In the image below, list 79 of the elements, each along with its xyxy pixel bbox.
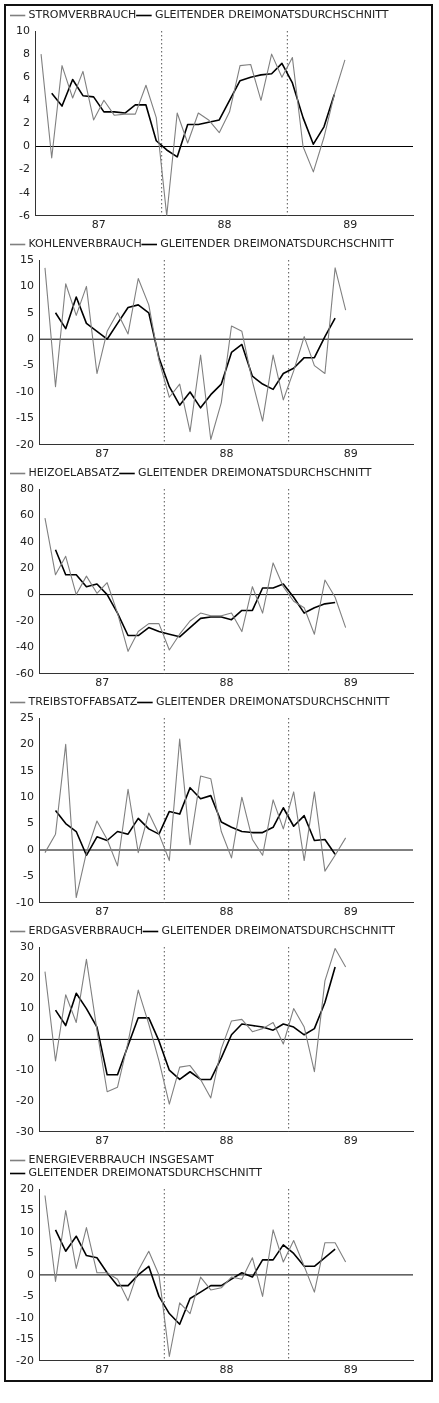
y-tick-label: 20 — [19, 970, 34, 984]
y-tick-label: -10 — [16, 1310, 34, 1324]
y-tick-label: 4 — [23, 93, 30, 107]
y-tick-label: 10 — [19, 1224, 34, 1238]
y-tick-label: -10 — [16, 1063, 34, 1077]
x-tick-label: 87 — [95, 905, 110, 919]
y-tick-label: 0 — [26, 842, 34, 856]
y-tick-label: 60 — [19, 508, 34, 522]
x-tick-label: 87 — [95, 1134, 110, 1148]
y-tick-label: -5 — [23, 358, 34, 372]
y-tick-label: -2 — [19, 162, 30, 176]
y-tick-label: -15 — [16, 411, 34, 425]
y-tick-label: 8 — [23, 46, 30, 60]
y-tick-label: 15 — [19, 1203, 34, 1217]
legend-label: TREIBSTOFFABSATZ — [27, 695, 138, 709]
y-tick-label: 15 — [19, 763, 34, 777]
x-tick-label: 87 — [95, 447, 110, 461]
y-tick-label: 0 — [26, 1267, 34, 1281]
y-tick-label: -6 — [19, 208, 30, 222]
y-tick-label: -5 — [23, 869, 34, 883]
y-tick-label: 15 — [19, 252, 34, 266]
legend-label: ERDGASVERBRAUCH — [28, 924, 143, 938]
x-tick-label: 89 — [343, 447, 358, 461]
y-tick-label: -60 — [16, 666, 34, 680]
y-tick-label: 40 — [19, 534, 34, 548]
legend-label: HEIZOELABSATZ — [28, 466, 120, 480]
x-tick-label: 89 — [343, 905, 358, 919]
x-tick-label: 89 — [343, 676, 358, 690]
x-tick-label: 88 — [219, 905, 234, 919]
y-tick-label: -10 — [16, 384, 34, 398]
legend-label: ENERGIEVERBRAUCH INSGESAMT — [28, 1153, 215, 1167]
y-tick-label: -4 — [19, 185, 30, 199]
y-tick-label: -10 — [16, 895, 34, 909]
y-tick-label: -20 — [16, 613, 34, 627]
x-tick-label: 89 — [343, 218, 358, 232]
y-tick-label: 0 — [26, 587, 34, 601]
y-tick-label: 10 — [16, 23, 30, 37]
y-tick-label: 10 — [19, 790, 34, 804]
y-tick-label: 5 — [26, 1246, 34, 1260]
y-tick-label: 25 — [19, 710, 34, 724]
y-tick-label: 80 — [19, 481, 34, 495]
legend-label: GLEITENDER DREIMONATSDURCHSCHNITT — [28, 1166, 263, 1180]
y-tick-label: 10 — [19, 1001, 34, 1015]
y-tick-label: 6 — [23, 70, 30, 84]
y-tick-label: 0 — [23, 139, 30, 153]
x-tick-label: 87 — [95, 676, 110, 690]
x-tick-label: 88 — [217, 218, 232, 232]
x-tick-label: 87 — [91, 218, 106, 232]
legend-label: KOHLENVERBRAUCH — [28, 237, 142, 251]
x-tick-label: 88 — [219, 676, 234, 690]
y-tick-label: -5 — [23, 1289, 34, 1303]
x-tick-label: 89 — [343, 1134, 358, 1148]
y-tick-label: 20 — [19, 737, 34, 751]
legend-label: STROMVERBRAUCH — [28, 8, 137, 22]
y-tick-label: -20 — [16, 437, 34, 451]
y-tick-label: 20 — [19, 561, 34, 575]
y-tick-label: 30 — [19, 939, 34, 953]
y-tick-label: 20 — [19, 1181, 34, 1195]
x-tick-label: 87 — [95, 1363, 110, 1377]
y-tick-label: -20 — [16, 1353, 34, 1367]
legend-label: GLEITENDER DREIMONATSDURCHSCHNITT — [155, 695, 390, 709]
x-tick-label: 88 — [219, 1363, 234, 1377]
y-tick-label: -20 — [16, 1093, 34, 1107]
y-tick-label: 0 — [26, 332, 34, 346]
y-tick-label: 5 — [26, 305, 34, 319]
x-tick-label: 88 — [219, 1134, 234, 1148]
x-tick-label: 88 — [219, 447, 234, 461]
y-tick-label: 0 — [26, 1032, 34, 1046]
y-tick-label: 5 — [26, 816, 34, 830]
y-tick-label: -40 — [16, 640, 34, 654]
y-tick-label: 2 — [23, 116, 30, 130]
x-tick-label: 89 — [343, 1363, 358, 1377]
y-tick-label: -30 — [16, 1124, 34, 1138]
y-tick-label: -15 — [16, 1332, 34, 1346]
legend-label: GLEITENDER DREIMONATSDURCHSCHNITT — [160, 237, 395, 251]
legend-label: GLEITENDER DREIMONATSDURCHSCHNITT — [161, 924, 396, 938]
legend-label: GLEITENDER DREIMONATSDURCHSCHNITT — [154, 8, 389, 22]
legend-label: GLEITENDER DREIMONATSDURCHSCHNITT — [137, 466, 372, 480]
y-tick-label: 10 — [19, 279, 34, 293]
